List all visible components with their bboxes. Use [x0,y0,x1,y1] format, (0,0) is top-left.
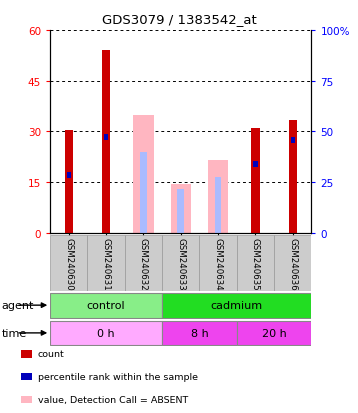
Text: GSM240636: GSM240636 [288,237,297,290]
Text: GSM240635: GSM240635 [251,237,260,290]
Text: GSM240634: GSM240634 [214,237,223,290]
Bar [251,129,260,233]
Bar [50,321,162,345]
Bar [65,131,73,233]
Bar [253,161,258,167]
Bar [215,178,222,233]
Bar [162,321,237,345]
Text: 0 h: 0 h [97,328,115,338]
Text: value, Detection Call = ABSENT: value, Detection Call = ABSENT [38,395,188,404]
Bar [274,235,311,291]
Bar [102,51,110,233]
Bar [289,120,297,233]
Bar [67,173,71,179]
Text: GSM240633: GSM240633 [176,237,185,290]
Bar [133,115,154,233]
Bar [199,235,237,291]
Bar [162,293,311,318]
Text: cadmium: cadmium [211,300,263,311]
Bar [162,235,199,291]
Bar [208,161,228,233]
Text: GSM240630: GSM240630 [64,237,73,290]
Bar [237,235,274,291]
Bar [50,235,87,291]
Text: GDS3079 / 1383542_at: GDS3079 / 1383542_at [102,13,256,26]
Bar [140,152,147,233]
Bar [170,185,191,233]
Bar [237,321,311,345]
Text: 20 h: 20 h [262,328,286,338]
Text: 8 h: 8 h [190,328,208,338]
Text: count: count [38,349,64,358]
Bar [50,293,162,318]
Text: GSM240632: GSM240632 [139,237,148,290]
Text: percentile rank within the sample: percentile rank within the sample [38,372,198,381]
Text: time: time [2,328,27,338]
Bar [125,235,162,291]
Bar [178,190,184,233]
Bar [104,134,108,140]
Bar [291,138,295,144]
Text: agent: agent [2,300,34,311]
Text: GSM240631: GSM240631 [102,237,111,290]
Text: control: control [87,300,125,311]
Bar [87,235,125,291]
